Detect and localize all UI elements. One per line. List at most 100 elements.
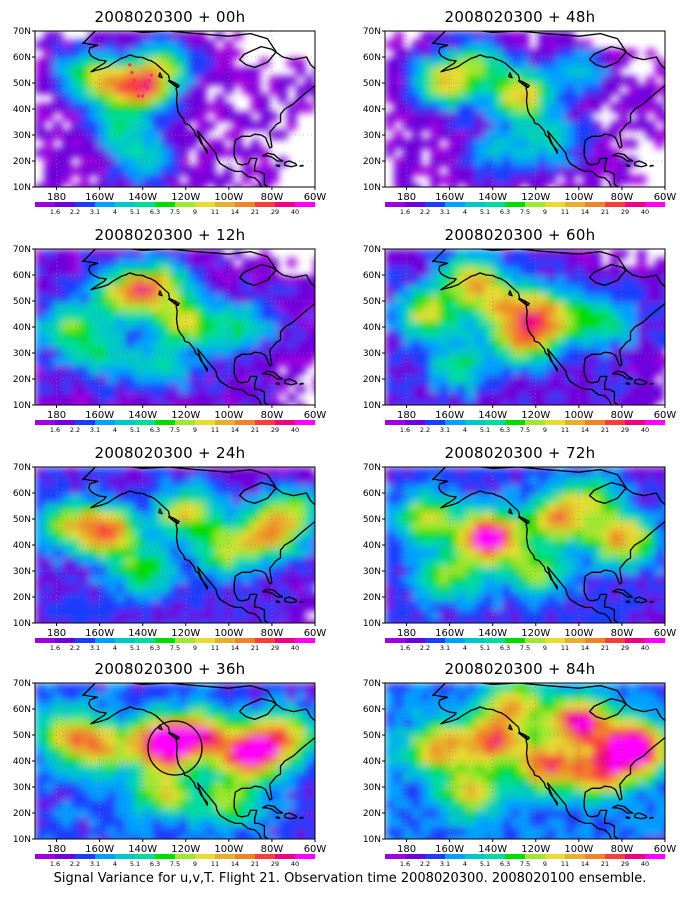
variance-cell bbox=[197, 566, 207, 576]
variance-cell bbox=[206, 485, 216, 495]
plot-area bbox=[385, 467, 665, 623]
y-tick-label: 60N bbox=[13, 705, 31, 715]
variance-cell bbox=[251, 701, 261, 711]
variance-cell bbox=[188, 809, 198, 819]
colorbar-label: 3.1 bbox=[90, 644, 100, 652]
variance-cell bbox=[71, 303, 81, 313]
variance-cell bbox=[269, 611, 279, 621]
variance-cell bbox=[565, 530, 575, 540]
variance-cell bbox=[35, 330, 45, 340]
variance-cell bbox=[448, 791, 458, 801]
variance-cell bbox=[206, 737, 216, 747]
variance-cell bbox=[547, 719, 557, 729]
variance-cell bbox=[394, 566, 404, 576]
variance-cell bbox=[655, 836, 665, 839]
variance-cell bbox=[394, 130, 404, 140]
variance-cell bbox=[179, 276, 189, 286]
colorbar-label: 7.5 bbox=[170, 426, 180, 434]
variance-cell bbox=[385, 494, 395, 504]
variance-cell bbox=[610, 485, 620, 495]
variance-cell bbox=[161, 692, 171, 702]
variance-cell bbox=[305, 602, 315, 612]
variance-cell bbox=[197, 321, 207, 331]
variance-cell bbox=[143, 494, 153, 504]
variance-cell bbox=[260, 476, 270, 486]
variance-cell bbox=[565, 611, 575, 621]
variance-cell bbox=[565, 184, 575, 187]
variance-cell bbox=[251, 357, 261, 367]
variance-cell bbox=[610, 103, 620, 113]
variance-cell bbox=[161, 40, 171, 50]
variance-cell bbox=[646, 818, 656, 828]
variance-cell bbox=[89, 148, 99, 158]
variance-cell bbox=[619, 494, 629, 504]
variance-cell bbox=[125, 375, 135, 385]
variance-cell bbox=[502, 584, 512, 594]
variance-cell bbox=[125, 330, 135, 340]
variance-cell bbox=[529, 503, 539, 513]
variance-cell bbox=[610, 157, 620, 167]
variance-cell bbox=[502, 402, 512, 405]
variance-cell bbox=[610, 620, 620, 623]
variance-cell bbox=[394, 175, 404, 185]
variance-cell bbox=[71, 40, 81, 50]
variance-cell bbox=[511, 755, 521, 765]
variance-cell bbox=[251, 139, 261, 149]
variance-cell bbox=[215, 512, 225, 522]
variance-cell bbox=[574, 339, 584, 349]
variance-cell bbox=[628, 85, 638, 95]
variance-cell bbox=[655, 67, 665, 77]
variance-cell bbox=[574, 49, 584, 59]
variance-cell bbox=[511, 402, 521, 405]
variance-cell bbox=[484, 719, 494, 729]
variance-cell bbox=[53, 249, 63, 259]
variance-cell bbox=[457, 548, 467, 558]
colorbar: 1.6 2.2 3.1 4 5.1 6.3 7.5 9 11 14 21 29 40 bbox=[35, 638, 316, 652]
variance-cell bbox=[511, 49, 521, 59]
variance-cell bbox=[430, 575, 440, 585]
variance-cell bbox=[466, 31, 476, 41]
variance-cell bbox=[448, 620, 458, 623]
variance-cell bbox=[583, 521, 593, 531]
variance-cell bbox=[646, 764, 656, 774]
variance-cell bbox=[655, 467, 665, 477]
variance-cell bbox=[278, 836, 288, 839]
variance-cell bbox=[475, 620, 485, 623]
variance-cell bbox=[107, 791, 117, 801]
variance-cell bbox=[430, 809, 440, 819]
variance-cell bbox=[80, 40, 90, 50]
variance-cell bbox=[574, 121, 584, 131]
variance-cell bbox=[655, 692, 665, 702]
variance-cell bbox=[538, 575, 548, 585]
variance-cell bbox=[421, 467, 431, 477]
variance-cell bbox=[655, 330, 665, 340]
variance-cell bbox=[448, 512, 458, 522]
variance-cell bbox=[565, 602, 575, 612]
variance-cell bbox=[547, 548, 557, 558]
variance-cell bbox=[71, 710, 81, 720]
variance-cell bbox=[206, 67, 216, 77]
variance-cell bbox=[610, 467, 620, 477]
variance-cell bbox=[439, 746, 449, 756]
variance-cell bbox=[529, 384, 539, 394]
variance-cell bbox=[125, 782, 135, 792]
variance-cell bbox=[394, 773, 404, 783]
variance-cell bbox=[439, 620, 449, 623]
variance-cell bbox=[520, 148, 530, 158]
variance-cell bbox=[385, 575, 395, 585]
variance-cell bbox=[520, 267, 530, 277]
variance-cell bbox=[134, 303, 144, 313]
variance-cell bbox=[170, 521, 180, 531]
variance-cell bbox=[475, 566, 485, 576]
variance-cell bbox=[134, 728, 144, 738]
variance-cell bbox=[287, 339, 297, 349]
variance-cell bbox=[170, 312, 180, 322]
variance-cell bbox=[152, 521, 162, 531]
variance-cell bbox=[89, 393, 99, 403]
variance-cell bbox=[403, 321, 413, 331]
variance-cell bbox=[457, 121, 467, 131]
variance-cell bbox=[646, 276, 656, 286]
variance-cell bbox=[179, 692, 189, 702]
colorbar-swatch bbox=[215, 420, 236, 425]
variance-cell bbox=[125, 728, 135, 738]
